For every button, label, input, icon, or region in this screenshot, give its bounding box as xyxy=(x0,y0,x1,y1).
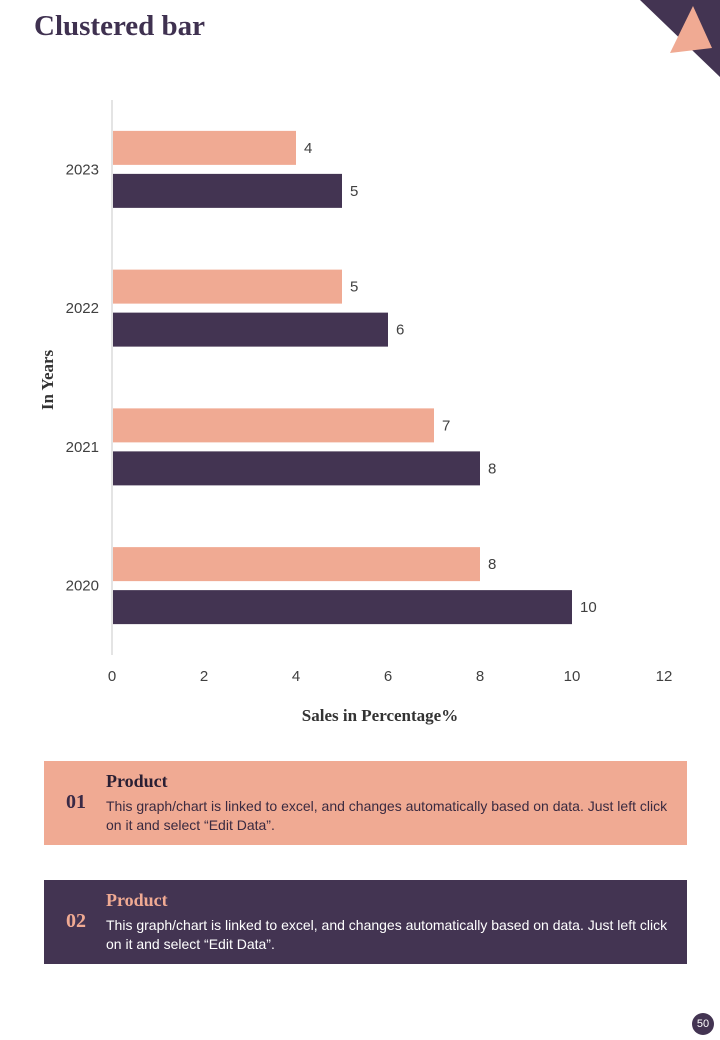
x-tick-label: 12 xyxy=(656,668,673,685)
bar xyxy=(113,547,480,582)
y-axis-title: In Years xyxy=(38,349,57,410)
data-label: 5 xyxy=(350,183,358,200)
y-tick-label: 2021 xyxy=(66,439,99,456)
data-label: 5 xyxy=(350,279,358,296)
x-tick-label: 2 xyxy=(200,668,208,685)
x-tick-label: 4 xyxy=(292,668,300,685)
panel-heading: Product xyxy=(106,771,168,791)
page-title: Clustered bar xyxy=(34,10,206,42)
y-tick-label: 2023 xyxy=(66,161,99,178)
bar xyxy=(113,173,342,208)
data-label: 10 xyxy=(580,599,597,616)
bars-layer xyxy=(113,130,572,625)
data-label: 8 xyxy=(488,460,496,477)
panel-heading: Product xyxy=(106,890,168,910)
bar xyxy=(113,269,342,304)
bar xyxy=(113,590,572,625)
data-label: 4 xyxy=(304,140,312,157)
x-tick-label: 0 xyxy=(108,668,116,685)
y-tick-label: 2022 xyxy=(66,300,99,317)
x-tick-label: 10 xyxy=(564,668,581,685)
x-tick-label: 6 xyxy=(384,668,392,685)
product-panel-02: 02 Product This graph/chart is linked to… xyxy=(44,880,687,964)
corner-decoration xyxy=(640,0,720,77)
product-panel-01: 01 Product This graph/chart is linked to… xyxy=(44,761,687,845)
bar xyxy=(113,130,296,165)
panel-description: This graph/chart is linked to excel, and… xyxy=(106,798,668,833)
data-label: 7 xyxy=(442,417,450,434)
bar xyxy=(113,408,434,443)
panel-description: This graph/chart is linked to excel, and… xyxy=(106,917,668,952)
corner-accent-triangle xyxy=(670,6,712,53)
y-tick-label: 2020 xyxy=(66,578,99,595)
bar xyxy=(113,451,480,486)
bar xyxy=(113,312,388,347)
labels-layer: 2023 4 5 2022 5 6 2021 7 8 2020 8 10 0 2 4 6 8 10 12 xyxy=(66,140,673,685)
clustered-bar-chart: 2023 4 5 2022 5 6 2021 7 8 2020 8 10 0 2 4 6 8 10 12 Sales… xyxy=(38,100,673,725)
x-tick-label: 8 xyxy=(476,668,484,685)
x-axis-title: Sales in Percentage% xyxy=(302,706,458,725)
data-label: 6 xyxy=(396,322,404,339)
panel-number: 01 xyxy=(66,791,86,813)
page-number-badge: 50 xyxy=(692,1013,714,1035)
panel-number: 02 xyxy=(66,910,86,932)
data-label: 8 xyxy=(488,556,496,573)
